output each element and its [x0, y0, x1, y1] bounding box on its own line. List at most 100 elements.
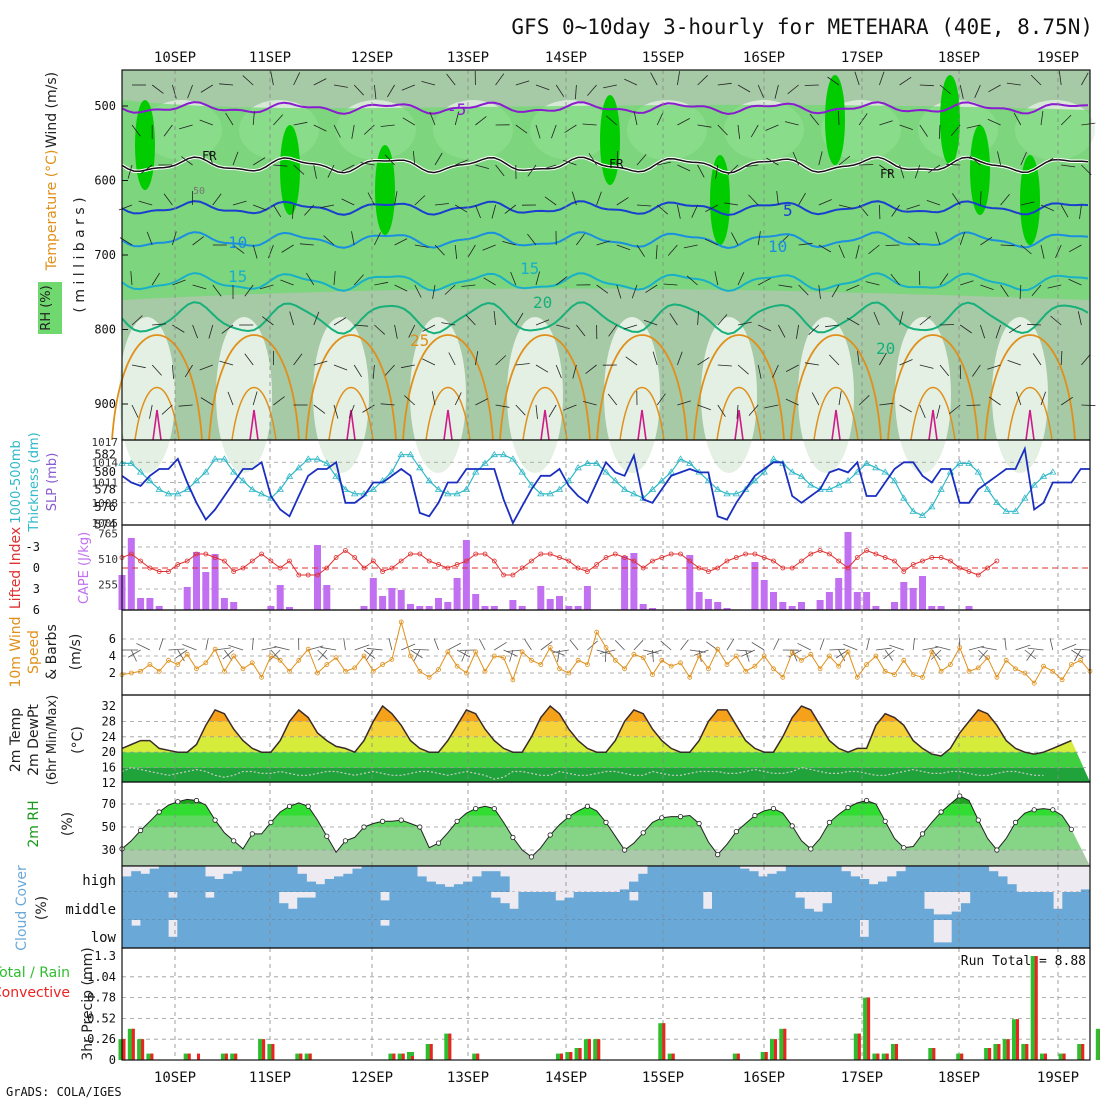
cloud-bar	[315, 884, 326, 892]
thickness-marker	[1049, 468, 1057, 475]
cloud-bar	[260, 892, 270, 920]
wind-speed-marker	[361, 653, 367, 659]
wind-barb	[448, 352, 456, 366]
wind-barb	[527, 164, 537, 177]
thickness-tick-label: 574	[94, 517, 116, 531]
precip-total-bar	[304, 1053, 312, 1060]
wind-barb	[717, 364, 732, 367]
cloud-bar	[343, 873, 353, 892]
rh-marker	[994, 847, 1000, 853]
wind-speed-marker	[1078, 657, 1084, 663]
cloud-bar	[730, 892, 741, 920]
rh-marker	[826, 819, 833, 826]
precip-conv-bar	[150, 1053, 154, 1060]
wind-speed-marker	[296, 657, 302, 663]
wind-barb	[804, 84, 819, 86]
wind-barb	[677, 164, 691, 172]
wind-barb	[772, 364, 779, 378]
thickness-marker	[434, 485, 443, 492]
wind-barb	[131, 124, 141, 137]
temp-tick-label: 28	[102, 714, 116, 728]
wind-speed-marker	[603, 645, 609, 650]
li-marker	[836, 558, 842, 564]
wind-barb	[441, 322, 456, 326]
li-marker	[724, 558, 730, 564]
wind-speed-marker	[426, 674, 432, 680]
wind-speed-marker	[342, 668, 348, 674]
wind-barb	[829, 354, 840, 366]
wind-speed-marker	[473, 649, 479, 655]
li-marker	[882, 555, 888, 560]
cloud-bar	[398, 866, 409, 892]
thickness-marker	[760, 468, 768, 475]
wind-barb	[333, 124, 341, 138]
wind-barb	[192, 284, 207, 290]
cape-bar	[639, 604, 647, 610]
wind-barb-10m	[935, 645, 951, 651]
cloud-bar	[841, 892, 851, 920]
temp-contour-10	[121, 231, 1089, 250]
wind-barb-10m	[741, 649, 756, 657]
wind-barb	[1081, 354, 1091, 366]
rh-marker	[1012, 819, 1019, 826]
cloud-bar	[601, 920, 612, 948]
wind-barb	[394, 238, 408, 246]
date-label-bottom: 14SEP	[545, 1070, 587, 1086]
wind-barb	[1060, 204, 1069, 218]
cloud-bar	[887, 892, 897, 920]
rh-marker	[156, 809, 162, 815]
wind-barb-10m	[1074, 649, 1082, 662]
cloud-bar	[573, 920, 584, 948]
wind-barb	[151, 364, 162, 376]
wind-barb	[714, 271, 719, 286]
thickness-tick-label: 578	[94, 483, 116, 497]
wind-barb	[677, 351, 683, 366]
precip-total-bar	[565, 1052, 573, 1060]
rh-marker	[212, 817, 218, 823]
wind-barb	[1055, 244, 1062, 258]
wind-barb-10m	[922, 646, 939, 651]
cloud-bar	[398, 892, 409, 920]
wind-barb	[636, 154, 647, 166]
wind-speed-marker	[305, 646, 311, 652]
cloud-bar	[417, 892, 427, 920]
wind-barb	[625, 356, 638, 366]
temp-contour-20	[121, 301, 1089, 336]
thickness-marker	[732, 490, 741, 497]
wind-barb	[289, 311, 294, 326]
li-marker	[519, 565, 525, 571]
wind-speed-marker	[231, 653, 237, 659]
wind-barb	[1077, 311, 1082, 326]
cloud-bar	[656, 892, 667, 920]
wind-barb	[636, 204, 652, 207]
wind-barb-10m	[819, 638, 825, 651]
cape-bar	[509, 600, 517, 610]
wind-barb-10m	[413, 649, 430, 651]
wind-speed-marker	[929, 649, 935, 655]
wind-speed-marker	[380, 662, 386, 667]
cloud-bar	[241, 892, 252, 920]
wind-barb	[172, 279, 186, 286]
cloud-bar	[758, 920, 768, 948]
wind-barb	[980, 324, 986, 339]
rh-high-region	[280, 125, 300, 215]
cloud-bar	[914, 892, 925, 920]
wind-barb	[1006, 82, 1021, 86]
wind-barb	[596, 240, 611, 246]
wind-speed-marker	[836, 663, 842, 669]
cloud-bar	[251, 866, 261, 892]
wind-barb-10m	[1004, 637, 1007, 651]
wind-barb	[467, 244, 476, 258]
temp-tick-label: 16	[102, 761, 116, 775]
li-marker	[817, 548, 823, 553]
precip-total-bar	[295, 1053, 303, 1060]
cloud-bar	[481, 871, 492, 892]
wind-speed-marker	[752, 663, 758, 669]
precip-total-bar	[444, 1033, 452, 1060]
thickness-marker	[974, 468, 983, 475]
wind-barb-10m	[343, 638, 346, 651]
rh-high-region	[940, 75, 960, 165]
wind-barb	[564, 124, 577, 133]
cloud-bar	[509, 920, 519, 948]
precip-conv-bar	[1062, 1053, 1066, 1060]
